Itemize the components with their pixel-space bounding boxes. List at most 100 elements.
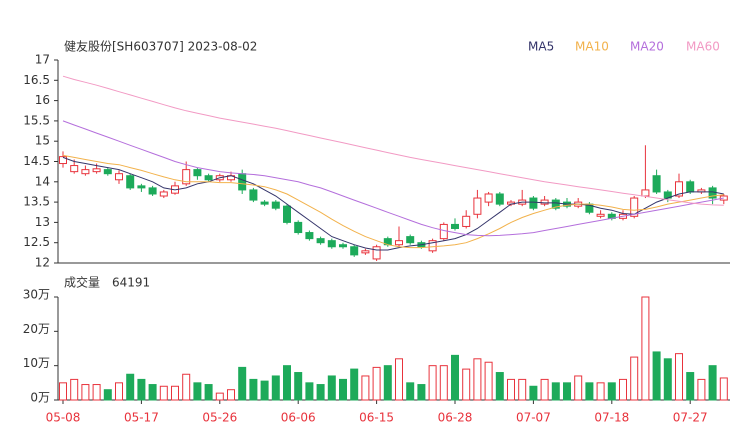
x-tick-label: 05-17 xyxy=(124,411,159,425)
volume-bar xyxy=(417,384,426,401)
volume-bar xyxy=(361,375,370,401)
candle-body xyxy=(540,199,549,205)
candle-body xyxy=(271,201,280,209)
volume-latest: 64191 xyxy=(112,276,150,290)
volume-bar xyxy=(406,382,415,401)
candle-body xyxy=(137,185,146,189)
y-tick-label: 12.5 xyxy=(23,235,50,249)
candle-body xyxy=(350,246,359,256)
volume-bar xyxy=(372,366,381,401)
candle-body xyxy=(451,223,459,229)
x-tick-label: 07-07 xyxy=(516,411,551,425)
candle-body xyxy=(686,181,695,193)
volume-bar xyxy=(574,375,583,401)
volume-tick-label: 10万 xyxy=(23,356,50,370)
volume-bar xyxy=(652,351,661,401)
candle-body xyxy=(339,244,347,248)
candle-body xyxy=(81,169,90,175)
volume-bar xyxy=(686,372,695,401)
candle-body xyxy=(260,201,269,205)
candle-body xyxy=(316,238,325,244)
volume-bar xyxy=(395,358,403,401)
candle-body xyxy=(439,223,448,240)
x-tick-label: 07-27 xyxy=(673,411,708,425)
candle-body xyxy=(92,168,101,173)
candle-body xyxy=(249,189,258,201)
volume-bar xyxy=(182,373,191,401)
volume-bar xyxy=(383,365,392,401)
candle-body xyxy=(596,213,605,217)
candle-body xyxy=(193,169,202,177)
chart-title: 健友股份[SH603707] 2023-08-02 xyxy=(64,40,257,54)
volume-bar xyxy=(551,382,560,401)
volume-bar xyxy=(227,389,235,401)
candle-body xyxy=(126,175,135,189)
volume-bar xyxy=(507,378,515,401)
volume-bar xyxy=(148,384,157,401)
x-tick-label: 07-18 xyxy=(594,411,629,425)
y-tick-label: 16.5 xyxy=(23,73,50,87)
volume-bar xyxy=(81,384,90,401)
volume-bar xyxy=(462,368,471,401)
volume-bar xyxy=(115,382,123,401)
volume-bar xyxy=(596,382,605,401)
x-tick-label: 05-26 xyxy=(202,411,237,425)
volume-bar xyxy=(641,296,650,401)
volume-bar xyxy=(215,392,224,401)
x-tick-label: 06-28 xyxy=(438,411,473,425)
candle-body xyxy=(462,215,471,227)
volume-bar xyxy=(473,358,482,401)
candle-body xyxy=(148,187,157,195)
volume-bar xyxy=(238,366,247,401)
volume-tick-label: 0万 xyxy=(30,391,50,405)
volume-bar xyxy=(103,389,112,401)
candle-body xyxy=(372,246,381,260)
volume-title: 成交量 xyxy=(64,275,100,290)
volume-bar xyxy=(271,375,280,401)
candle-body xyxy=(115,173,123,181)
legend-entry: MA60 xyxy=(686,40,720,54)
y-tick-label: 14 xyxy=(35,174,50,188)
volume-bar xyxy=(529,385,538,401)
volume-bar xyxy=(439,365,448,401)
volume-bar xyxy=(339,378,347,401)
candle-body xyxy=(495,193,504,205)
x-tick-label: 05-08 xyxy=(46,411,81,425)
volume-bar xyxy=(451,354,459,401)
ma-line xyxy=(62,75,724,206)
legend-entry: MA5 xyxy=(528,40,554,54)
volume-bar xyxy=(316,384,325,401)
volume-bar xyxy=(327,375,336,401)
y-tick-label: 15 xyxy=(35,134,50,148)
candle-body xyxy=(406,236,415,244)
candle-body xyxy=(238,173,247,191)
volume-bar xyxy=(675,353,683,401)
volume-bar xyxy=(126,373,135,401)
volume-bar xyxy=(663,358,672,401)
volume-bar xyxy=(249,378,258,401)
candle-body xyxy=(103,169,112,175)
y-tick-label: 14.5 xyxy=(23,154,50,168)
candle-body xyxy=(59,156,67,165)
y-tick-label: 17 xyxy=(35,53,50,67)
ma-line xyxy=(62,120,724,237)
candle-body xyxy=(283,205,291,223)
volume-bar xyxy=(92,384,101,401)
candle-body xyxy=(361,250,370,254)
candle-body xyxy=(630,197,639,217)
candle-body xyxy=(529,197,538,209)
candle-body xyxy=(652,175,661,193)
volume-bar xyxy=(518,378,527,401)
volume-bar xyxy=(630,356,639,401)
volume-bar xyxy=(428,365,437,401)
legend-entry: MA20 xyxy=(630,40,664,54)
candle-body xyxy=(473,197,482,215)
x-tick-label: 06-06 xyxy=(281,411,316,425)
volume-tick-label: 30万 xyxy=(23,288,50,302)
volume-bar xyxy=(495,372,504,401)
ma-line xyxy=(62,156,724,251)
y-tick-label: 13 xyxy=(35,215,50,229)
ma-line xyxy=(62,154,724,249)
y-tick-label: 15.5 xyxy=(23,113,50,127)
volume-bar xyxy=(159,385,168,401)
